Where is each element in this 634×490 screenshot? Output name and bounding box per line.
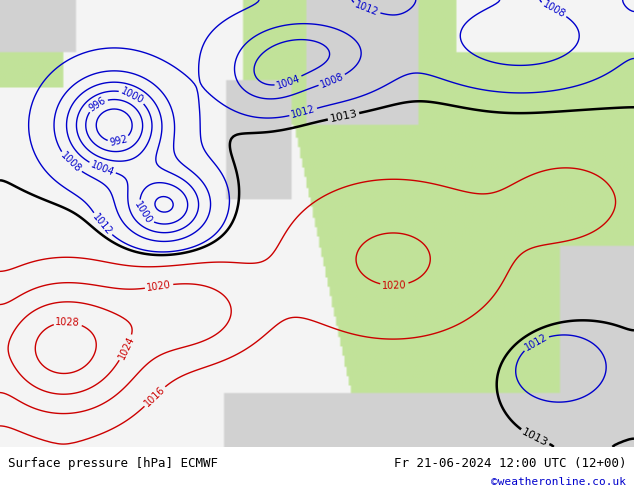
Text: 1012: 1012 bbox=[354, 0, 380, 18]
Text: ©weatheronline.co.uk: ©weatheronline.co.uk bbox=[491, 477, 626, 487]
Text: 1013: 1013 bbox=[520, 427, 550, 448]
Text: 1020: 1020 bbox=[382, 280, 407, 291]
Text: 996: 996 bbox=[87, 95, 108, 114]
Text: 992: 992 bbox=[108, 134, 129, 148]
Text: 1008: 1008 bbox=[319, 71, 345, 90]
Text: Surface pressure [hPa] ECMWF: Surface pressure [hPa] ECMWF bbox=[8, 457, 217, 470]
Text: 1012: 1012 bbox=[290, 104, 316, 120]
Text: 1000: 1000 bbox=[133, 200, 154, 226]
Text: 1013: 1013 bbox=[329, 109, 358, 124]
Text: 1004: 1004 bbox=[89, 159, 115, 177]
Text: 1008: 1008 bbox=[541, 0, 567, 20]
Text: 1016: 1016 bbox=[143, 384, 167, 409]
Text: 1008: 1008 bbox=[58, 150, 83, 175]
Text: 1020: 1020 bbox=[146, 280, 172, 293]
Text: 1004: 1004 bbox=[275, 73, 302, 91]
Text: 1000: 1000 bbox=[119, 85, 146, 105]
Text: 1012: 1012 bbox=[91, 212, 114, 237]
Text: 1024: 1024 bbox=[117, 335, 136, 361]
Text: Fr 21-06-2024 12:00 UTC (12+00): Fr 21-06-2024 12:00 UTC (12+00) bbox=[394, 457, 626, 470]
Text: 1028: 1028 bbox=[55, 317, 81, 328]
Text: 1012: 1012 bbox=[522, 332, 549, 353]
